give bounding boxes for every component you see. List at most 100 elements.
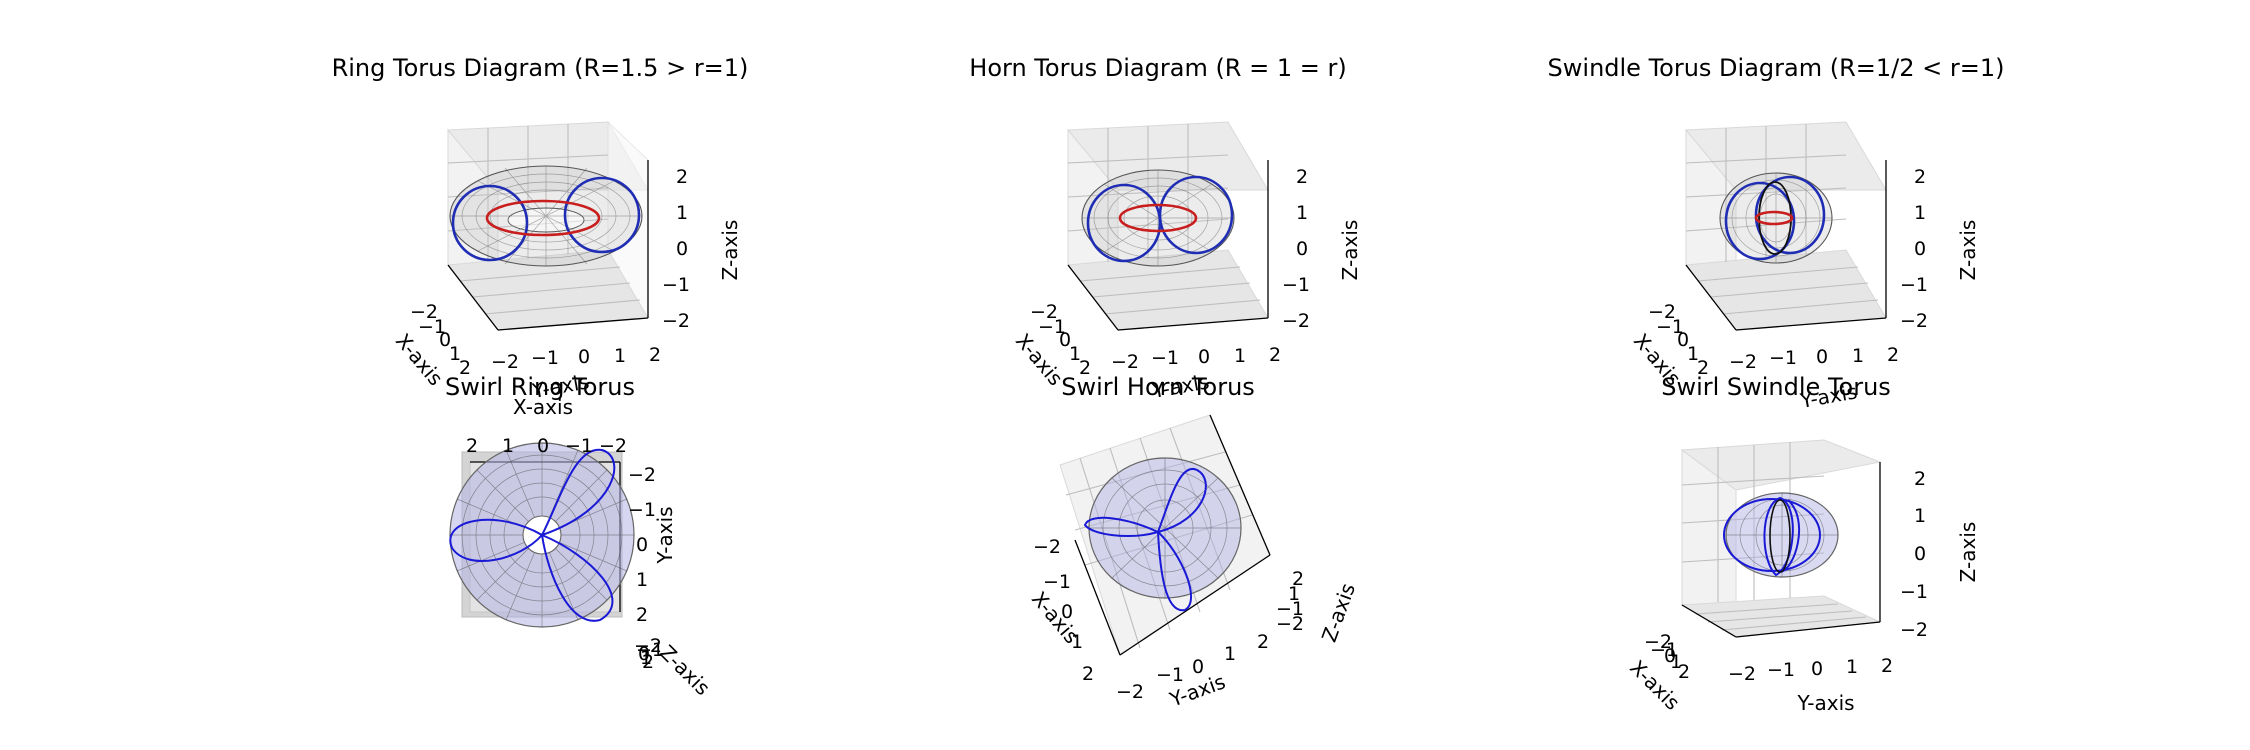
- chart-title: Swirl Swindle Torus: [1661, 373, 1891, 401]
- svg-text:2: 2: [1082, 663, 1094, 685]
- svg-text:0: 0: [1296, 238, 1308, 260]
- z-axis-label: Z-axis: [1956, 220, 1980, 281]
- y-ticks: −2 −1 0 1 2: [1116, 631, 1269, 703]
- swirl-curve: [449, 448, 616, 622]
- svg-text:1: 1: [1224, 643, 1236, 665]
- torus-surface: [1088, 457, 1242, 599]
- svg-text:0: 0: [1664, 645, 1676, 667]
- svg-text:2: 2: [1292, 568, 1304, 590]
- z-ticks: 2 1 0 −1 −2: [1900, 166, 1928, 332]
- svg-text:1: 1: [614, 345, 626, 367]
- x-ticks: −2 −1 0 1 2: [1648, 301, 1709, 379]
- y-axis-label: Y-axis: [653, 506, 677, 564]
- center-circle-curve: [1754, 210, 1794, 226]
- svg-text:−1: −1: [1156, 664, 1184, 686]
- svg-text:0: 0: [1677, 329, 1689, 351]
- svg-text:1: 1: [1288, 583, 1300, 605]
- x-ticks: −2 −1 0 1 2: [410, 301, 471, 379]
- svg-text:−1: −1: [418, 316, 446, 338]
- y-ticks: −2 −1 0 1 2: [1111, 344, 1281, 373]
- svg-text:−1: −1: [1043, 571, 1071, 593]
- svg-text:1: 1: [1234, 345, 1246, 367]
- svg-text:−2: −2: [1116, 681, 1144, 703]
- meridian-right-curve: [563, 176, 641, 254]
- svg-text:−2: −2: [628, 464, 656, 486]
- z-axis-label: Z-axis: [1956, 522, 1980, 583]
- svg-text:−1: −1: [1767, 659, 1795, 681]
- svg-text:−2: −2: [1644, 631, 1672, 653]
- svg-text:2: 2: [1914, 468, 1926, 490]
- z-tick: 1: [676, 202, 688, 224]
- z-tick: 0: [676, 238, 688, 260]
- x-ticks: 2 1 0 −1 −2: [466, 435, 627, 457]
- svg-text:−2: −2: [634, 635, 662, 657]
- chart-title: Swirl Ring Torus: [445, 373, 635, 401]
- svg-text:0: 0: [578, 346, 590, 368]
- y-ticks: −2 −1 0 1 2: [1728, 655, 1893, 685]
- svg-text:0: 0: [537, 435, 549, 457]
- svg-text:2: 2: [466, 435, 478, 457]
- swirl-curve: [1763, 496, 1801, 577]
- svg-text:−2: −2: [491, 351, 519, 373]
- meridian-right-curve: [1754, 175, 1826, 255]
- svg-text:2: 2: [649, 344, 661, 366]
- chart-title: Swirl Horn Torus: [1061, 373, 1255, 401]
- svg-text:−1: −1: [1769, 347, 1797, 369]
- svg-text:2: 2: [1697, 357, 1709, 379]
- svg-text:1: 1: [640, 647, 652, 669]
- svg-text:−2: −2: [1282, 310, 1310, 332]
- z-ticks: 2 1 0 −1 −2: [1282, 166, 1310, 332]
- x-ticks: −2 −1 0 1 2: [1030, 301, 1091, 379]
- svg-text:−2: −2: [1728, 663, 1756, 685]
- svg-text:1: 1: [449, 343, 461, 365]
- chart-title: Ring Torus Diagram (R=1.5 > r=1): [332, 54, 749, 82]
- svg-text:1: 1: [1670, 651, 1682, 673]
- svg-text:−2: −2: [1900, 619, 1928, 641]
- chart-title: Swindle Torus Diagram (R=1/2 < r=1): [1548, 54, 2005, 82]
- svg-text:−1: −1: [1900, 274, 1928, 296]
- svg-text:−2: −2: [1276, 613, 1304, 635]
- svg-text:0: 0: [439, 329, 451, 351]
- svg-text:−1: −1: [636, 639, 664, 661]
- z-axis-label: Z-axis: [718, 220, 742, 281]
- y-axis-label: Y-axis: [1796, 691, 1854, 715]
- z-ticks: 2 1 0 −1 −2: [1900, 468, 1928, 641]
- meridian-right-curve: [1158, 175, 1234, 255]
- center-circle-curve: [1118, 203, 1198, 233]
- y-ticks: −2 −1 0 1 2: [628, 464, 656, 626]
- svg-text:−1: −1: [1038, 316, 1066, 338]
- meridian-left-curve: [1724, 181, 1796, 261]
- svg-text:0: 0: [636, 534, 648, 556]
- x-ticks: −2 −1 0 1 2: [1033, 536, 1094, 685]
- svg-text:−1: −1: [1656, 316, 1684, 338]
- svg-text:−2: −2: [1030, 301, 1058, 323]
- svg-text:1: 1: [1914, 202, 1926, 224]
- svg-text:−1: −1: [1276, 598, 1304, 620]
- center-circle-curve: [485, 199, 601, 237]
- x-axis-label: X-axis: [513, 395, 573, 419]
- svg-text:2: 2: [459, 357, 471, 379]
- svg-text:0: 0: [1061, 601, 1073, 623]
- svg-text:2: 2: [1678, 661, 1690, 683]
- svg-text:1: 1: [1071, 631, 1083, 653]
- svg-text:0: 0: [1192, 656, 1204, 678]
- svg-text:2: 2: [1296, 166, 1308, 188]
- svg-text:−2: −2: [1648, 301, 1676, 323]
- z-ticks: 2 1 −1 −2: [1276, 568, 1304, 635]
- svg-text:−1: −1: [531, 347, 559, 369]
- y-ticks: −2 −1 0 1 2: [1729, 344, 1899, 373]
- svg-text:−2: −2: [1111, 351, 1139, 373]
- svg-text:−1: −1: [1282, 274, 1310, 296]
- swirl-curve: [1083, 467, 1207, 612]
- z-tick: 2: [676, 166, 688, 188]
- z-axis-label: Z-axis: [1338, 220, 1362, 281]
- svg-text:−2: −2: [599, 435, 627, 457]
- svg-text:0: 0: [1198, 346, 1210, 368]
- svg-text:2: 2: [642, 651, 654, 673]
- chart-title: Horn Torus Diagram (R = 1 = r): [969, 54, 1346, 82]
- panel-ring-torus: Ring Torus Diagram (R=1.5 > r=1): [332, 54, 749, 403]
- svg-text:1: 1: [1846, 656, 1858, 678]
- svg-text:1: 1: [1914, 505, 1926, 527]
- svg-text:2: 2: [1269, 344, 1281, 366]
